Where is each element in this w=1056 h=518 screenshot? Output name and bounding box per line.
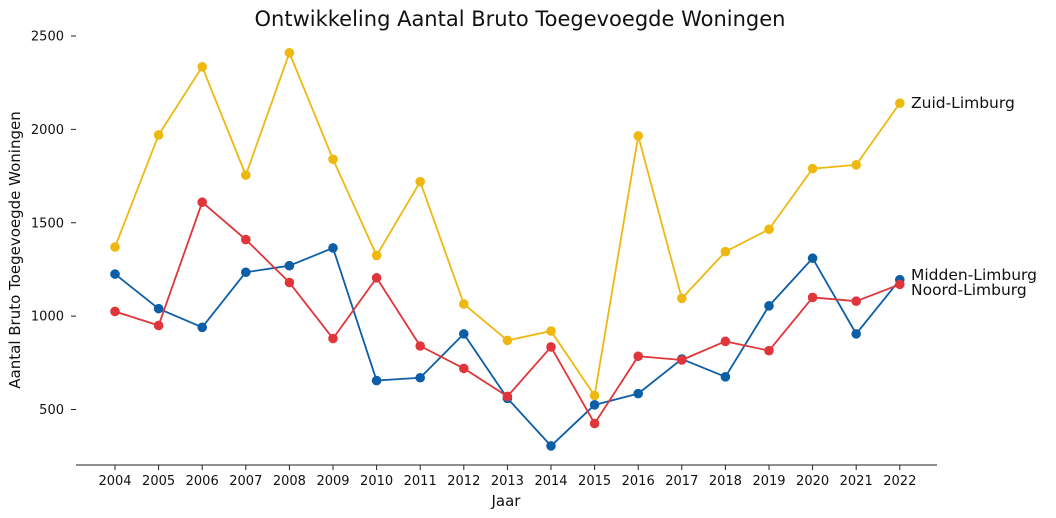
data-point bbox=[546, 441, 556, 451]
data-point bbox=[415, 176, 426, 187]
y-tick-label: 1500 bbox=[31, 216, 64, 231]
data-point bbox=[589, 418, 600, 429]
data-point bbox=[633, 351, 643, 362]
data-point bbox=[851, 329, 861, 339]
data-point bbox=[720, 372, 731, 382]
series-line bbox=[114, 201, 901, 425]
series-label: Zuid-Limburg bbox=[911, 94, 1015, 112]
series-layer bbox=[110, 48, 905, 451]
data-point bbox=[241, 267, 251, 278]
x-tick-label: 2015 bbox=[578, 474, 611, 489]
data-point bbox=[241, 234, 251, 245]
data-point bbox=[502, 335, 513, 346]
data-point bbox=[677, 293, 687, 304]
data-point bbox=[284, 48, 295, 58]
x-tick-label: 2012 bbox=[447, 474, 480, 489]
data-point bbox=[197, 322, 207, 333]
data-point bbox=[459, 299, 469, 309]
data-point bbox=[328, 154, 338, 165]
data-point bbox=[895, 279, 905, 290]
data-point bbox=[110, 242, 120, 252]
data-point bbox=[284, 277, 295, 288]
y-axis: 500 1000 1500 2000 2500 bbox=[31, 30, 76, 418]
x-tick-label: 2010 bbox=[360, 474, 393, 489]
data-point bbox=[197, 62, 207, 72]
y-axis-label: Aantal Bruto Toegevoegde Woningen bbox=[6, 111, 24, 388]
data-point bbox=[110, 269, 120, 279]
data-point bbox=[720, 246, 731, 257]
series-noord-limburg bbox=[110, 197, 905, 429]
data-point bbox=[677, 355, 687, 365]
data-point bbox=[764, 345, 774, 356]
data-point bbox=[197, 197, 207, 208]
y-tick-label: 2000 bbox=[31, 123, 64, 138]
x-tick-label: 2020 bbox=[796, 474, 829, 489]
series-label: Midden-Limburg bbox=[911, 266, 1037, 284]
x-tick-label: 2016 bbox=[622, 474, 655, 489]
data-point bbox=[633, 131, 643, 141]
data-point bbox=[546, 342, 556, 352]
data-point bbox=[415, 372, 426, 383]
chart-title: Ontwikkeling Aantal Bruto Toegevoegde Wo… bbox=[255, 7, 786, 31]
data-point bbox=[633, 388, 643, 399]
x-tick-label: 2014 bbox=[534, 474, 567, 489]
y-tick-label: 2500 bbox=[31, 30, 64, 45]
data-point bbox=[415, 341, 426, 351]
x-tick-label: 2004 bbox=[98, 474, 131, 489]
data-point bbox=[241, 170, 251, 180]
x-tick-label: 2021 bbox=[840, 474, 873, 489]
x-tick-label: 2006 bbox=[186, 474, 219, 489]
x-tick-label: 2005 bbox=[142, 474, 175, 489]
x-tick-label: 2007 bbox=[229, 474, 262, 489]
data-point bbox=[764, 224, 774, 235]
data-point bbox=[110, 306, 120, 317]
data-point bbox=[328, 333, 338, 344]
x-tick-label: 2017 bbox=[665, 474, 698, 489]
data-point bbox=[807, 163, 818, 174]
data-point bbox=[807, 292, 818, 303]
series-zuid-limburg bbox=[110, 48, 905, 401]
x-tick-label: 2011 bbox=[404, 474, 437, 489]
x-tick-label: 2018 bbox=[709, 474, 742, 489]
x-axis: 2004 2005 2006 2007 2008 2009 2010 2011 2012 2013… bbox=[76, 464, 937, 489]
data-point bbox=[371, 375, 382, 386]
series-line bbox=[114, 247, 901, 447]
data-point bbox=[589, 400, 600, 410]
data-point bbox=[371, 250, 382, 261]
data-point bbox=[589, 390, 600, 401]
data-point bbox=[459, 329, 469, 339]
data-point bbox=[371, 273, 382, 283]
y-tick-label: 500 bbox=[39, 403, 64, 418]
x-tick-label: 2009 bbox=[316, 474, 349, 489]
data-point bbox=[720, 336, 731, 347]
data-point bbox=[764, 301, 774, 311]
data-point bbox=[851, 160, 861, 170]
data-point bbox=[459, 363, 469, 374]
data-point bbox=[284, 260, 295, 271]
data-point bbox=[546, 326, 556, 336]
y-tick-label: 1000 bbox=[31, 310, 64, 325]
series-label: Noord-Limburg bbox=[911, 281, 1027, 299]
data-point bbox=[807, 253, 818, 264]
data-point bbox=[153, 320, 164, 331]
data-point bbox=[895, 98, 905, 109]
x-axis-label: Jaar bbox=[491, 492, 522, 510]
x-tick-label: 2008 bbox=[273, 474, 306, 489]
x-tick-label: 2019 bbox=[752, 474, 785, 489]
data-point bbox=[502, 391, 513, 402]
data-point bbox=[153, 130, 164, 140]
x-tick-label: 2022 bbox=[883, 474, 916, 489]
data-point bbox=[153, 303, 164, 314]
data-point bbox=[851, 296, 861, 306]
series-midden-limburg bbox=[110, 243, 905, 451]
data-point bbox=[328, 243, 338, 253]
x-tick-label: 2013 bbox=[491, 474, 524, 489]
